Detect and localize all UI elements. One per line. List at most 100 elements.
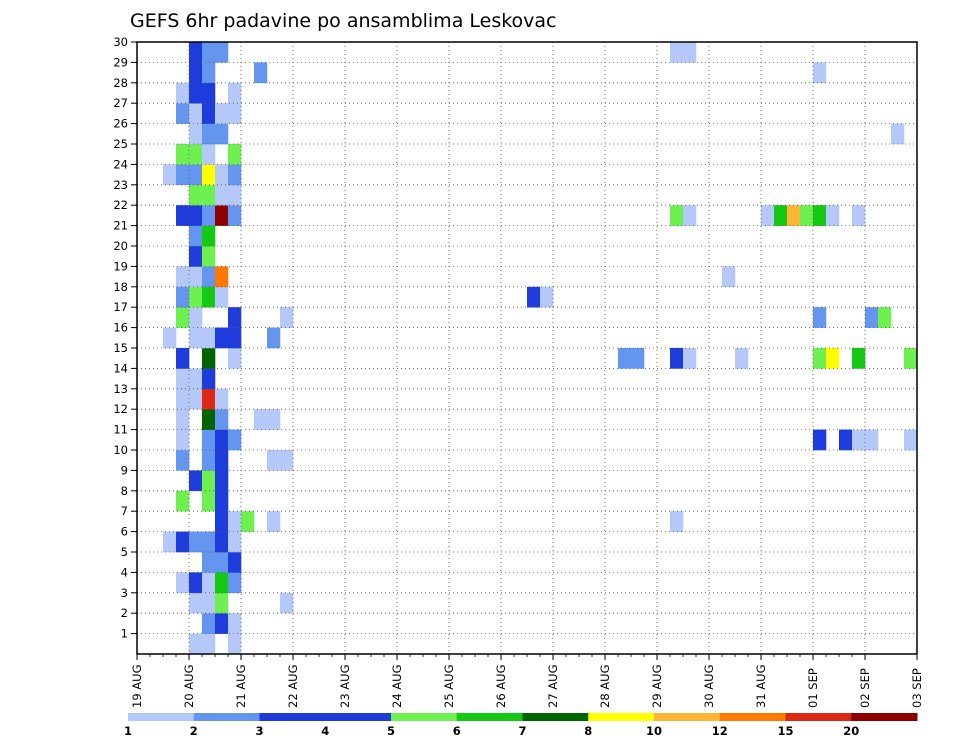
heatmap-cell: [787, 205, 801, 226]
heatmap-cell: [176, 205, 190, 226]
y-tick-label: 12: [113, 402, 128, 416]
heatmap-cell: [202, 42, 216, 63]
y-tick-label: 5: [121, 545, 128, 559]
y-tick-label: 11: [113, 423, 128, 437]
colorbar-label: 15: [777, 724, 793, 738]
heatmap-cell: [189, 572, 203, 594]
heatmap-cell: [228, 103, 242, 124]
heatmap-cell: [215, 409, 229, 430]
y-tick-label: 4: [121, 565, 128, 579]
y-tick-label: 1: [121, 627, 128, 641]
heatmap-cell: [228, 184, 242, 206]
colorbar-label: 20: [843, 724, 859, 738]
x-tick-label: 29 AUG: [650, 665, 664, 708]
y-tick-label: 28: [113, 76, 128, 90]
heatmap-cell: [189, 388, 203, 410]
y-tick-label: 29: [113, 55, 128, 69]
colorbar-label: 1: [124, 724, 132, 738]
heatmap-cell: [254, 62, 268, 84]
colorbar-swatch: [391, 713, 458, 721]
heatmap-cell: [943, 348, 956, 369]
x-tick-label: 02 SEP: [858, 668, 872, 708]
heatmap-cell: [176, 409, 190, 430]
heatmap-cell: [189, 205, 203, 226]
heatmap-cell: [683, 654, 696, 675]
heatmap-cell: [215, 592, 229, 614]
heatmap-cell: [267, 511, 281, 532]
y-tick-label: 7: [121, 504, 128, 518]
colorbar-label: 3: [255, 724, 263, 738]
heatmap-cell: [865, 429, 879, 451]
heatmap-cell: [202, 225, 216, 247]
heatmap-cell: [176, 429, 190, 451]
heatmap-cell: [189, 246, 203, 267]
heatmap-cell: [865, 307, 879, 328]
heatmap-cell: [202, 123, 216, 145]
heatmap-cell: [189, 82, 203, 104]
heatmap-cell: [215, 552, 229, 573]
heatmap-cell: [878, 307, 892, 328]
x-tick-label: 25 AUG: [442, 665, 456, 708]
y-tick-label: 17: [113, 300, 128, 314]
x-tick-label: 27 AUG: [546, 665, 560, 708]
heatmap-cell: [631, 348, 645, 369]
colorbar-swatch: [654, 713, 721, 721]
heatmap-cell: [735, 348, 749, 369]
heatmap-cell: [228, 307, 242, 328]
heatmap-cell: [267, 327, 281, 349]
heatmap-cell: [189, 307, 203, 328]
heatmap-cell: [280, 450, 294, 471]
heatmap-cell: [202, 552, 216, 573]
colorbar-swatch: [193, 713, 260, 721]
y-tick-label: 27: [113, 96, 128, 110]
y-tick-label: 8: [121, 484, 128, 498]
heatmap-cell: [202, 246, 216, 267]
colorbar-label: 2: [190, 724, 198, 738]
x-tick-label: 23 AUG: [338, 665, 352, 708]
heatmap-cell: [202, 450, 216, 471]
heatmap-cell: [852, 348, 866, 369]
heatmap-cell: [189, 103, 203, 124]
heatmap-cell: [826, 348, 840, 369]
heatmap-cell: [189, 42, 203, 63]
y-tick-label: 21: [113, 219, 128, 233]
heatmap-cell: [800, 205, 814, 226]
heatmap-cell: [176, 490, 190, 512]
heatmap-cell: [670, 348, 684, 369]
heatmap-cell: [228, 144, 242, 165]
colorbar-swatch: [259, 713, 326, 721]
heatmap-cell: [215, 388, 229, 410]
heatmap-cell: [189, 592, 203, 614]
y-tick-label: 26: [113, 117, 128, 131]
heatmap-cell: [813, 62, 827, 84]
heatmap-cell: [202, 184, 216, 206]
heatmap-cell: [228, 613, 242, 634]
heatmap-cell: [176, 348, 190, 369]
heatmap-cell: [202, 409, 216, 430]
heatmap-cell: [202, 388, 216, 410]
heatmap-cell: [891, 123, 905, 145]
heatmap-cell: [176, 450, 190, 471]
heatmap-cell: [202, 327, 216, 349]
grid-lines: [137, 41, 917, 654]
heatmap-cell: [189, 123, 203, 145]
x-tick-label: 03 SEP: [910, 668, 924, 708]
x-tick-label: 30 AUG: [702, 665, 716, 708]
heatmap-cell: [852, 205, 866, 226]
colorbar-label: 12: [712, 724, 728, 738]
y-tick-label: 23: [113, 178, 128, 192]
x-tick-label: 26 AUG: [494, 665, 508, 708]
heatmap-cell: [774, 205, 788, 226]
heatmap-cell: [202, 592, 216, 614]
heatmap-cell: [761, 205, 775, 226]
colorbar-swatch: [128, 713, 195, 721]
heatmap-cell: [189, 164, 203, 186]
colorbar-swatch: [719, 713, 786, 721]
y-tick-label: 3: [121, 586, 128, 600]
heatmap-cell: [202, 490, 216, 512]
heatmap-cell: [189, 225, 203, 247]
heatmap-cell: [202, 62, 216, 84]
heatmap-cell: [241, 511, 255, 532]
heatmap-cell: [215, 266, 229, 288]
